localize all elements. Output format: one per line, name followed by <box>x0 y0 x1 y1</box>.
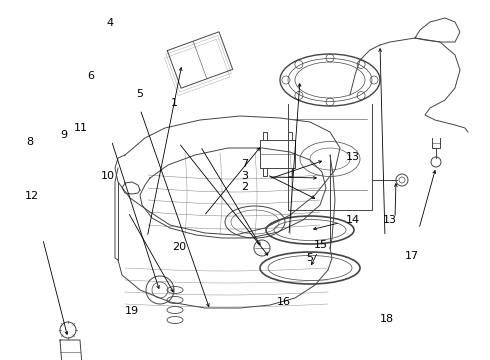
Text: 5: 5 <box>307 253 314 263</box>
Text: 11: 11 <box>74 123 88 133</box>
Text: 20: 20 <box>172 242 186 252</box>
Text: 16: 16 <box>277 297 291 307</box>
Text: 5: 5 <box>136 89 143 99</box>
Text: 7: 7 <box>242 159 248 169</box>
Text: 13: 13 <box>383 215 397 225</box>
Text: 19: 19 <box>125 306 139 316</box>
Text: 8: 8 <box>26 137 33 147</box>
Text: 9: 9 <box>60 130 67 140</box>
Text: 10: 10 <box>101 171 115 181</box>
Text: 13: 13 <box>346 152 360 162</box>
Text: 18: 18 <box>380 314 394 324</box>
Text: 15: 15 <box>314 240 328 250</box>
Text: 3: 3 <box>242 171 248 181</box>
Text: 2: 2 <box>242 182 248 192</box>
Text: 6: 6 <box>87 71 94 81</box>
Text: 12: 12 <box>25 191 39 201</box>
Text: 17: 17 <box>405 251 418 261</box>
Text: 1: 1 <box>171 98 177 108</box>
Text: 4: 4 <box>107 18 114 28</box>
Text: 14: 14 <box>346 215 360 225</box>
